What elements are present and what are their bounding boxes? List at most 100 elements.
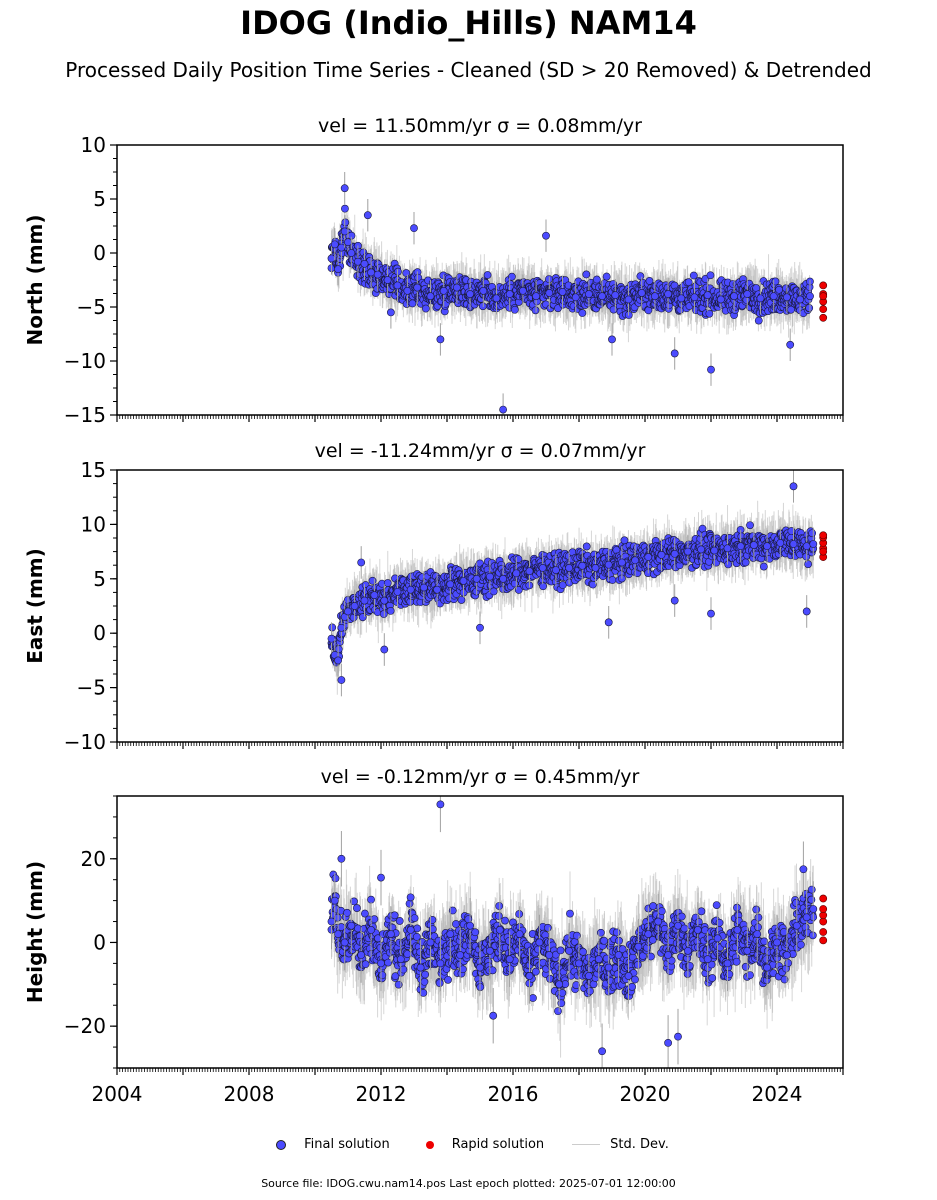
y-tick-label: −10: [64, 349, 106, 373]
final-solution-point: [340, 227, 349, 236]
chart-subtitle: Processed Daily Position Time Series - C…: [65, 58, 872, 82]
final-solution-point: [492, 294, 501, 303]
final-solution-point: [328, 623, 337, 632]
time-series-figure: vel = 11.50mm/yr σ = 0.08mm/yr North (mm)…: [23, 115, 844, 1106]
final-solution-point: [510, 305, 519, 314]
plot-area-north: [327, 172, 828, 415]
final-solution-point: [479, 286, 488, 295]
final-solution-point: [664, 290, 672, 298]
final-solution-point: [805, 304, 814, 312]
final-solution-point: [519, 286, 527, 295]
panel-east: vel = -11.24mm/yr σ = 0.07mm/yr East (mm)…: [23, 440, 844, 754]
final-solution-point: [341, 204, 349, 213]
final-solution-point: [783, 293, 791, 302]
final-solution-point: [410, 224, 418, 233]
final-solution-point: [402, 269, 411, 277]
final-solution-point: [383, 276, 392, 284]
final-solution-point: [585, 290, 593, 298]
plot-area-east: [327, 470, 828, 697]
final-solution-point: [330, 240, 339, 249]
final-solution-point: [367, 268, 375, 277]
final-solution-point: [558, 287, 567, 296]
final-solution-point: [602, 272, 611, 281]
final-solution-point: [636, 272, 645, 281]
noise-cloud-east: [327, 500, 818, 695]
final-solution-point: [483, 271, 492, 279]
final-solution-point: [358, 613, 367, 622]
y-axis-label-east: East (mm): [23, 548, 47, 664]
final-solution-point: [393, 281, 402, 290]
rapid-solution-point: [819, 292, 828, 301]
final-solution-point: [426, 292, 435, 301]
final-solution-point: [344, 238, 352, 247]
final-solution-point: [532, 292, 540, 301]
final-solution-point: [386, 308, 395, 317]
y-axis-label-north: North (mm): [23, 214, 47, 345]
y-tick-label: 0: [93, 241, 106, 265]
final-solution-point: [347, 249, 356, 257]
y-tick-label: −5: [77, 295, 106, 319]
final-solution-point: [363, 211, 372, 220]
final-solution-point: [677, 294, 686, 303]
panel-title-north: vel = 11.50mm/yr σ = 0.08mm/yr: [318, 115, 642, 137]
final-solution-point: [592, 275, 601, 284]
final-solution-point: [611, 291, 620, 300]
final-solution-point: [608, 335, 616, 344]
panel-title-east: vel = -11.24mm/yr σ = 0.07mm/yr: [315, 440, 646, 462]
final-solution-point: [341, 218, 350, 227]
panel-north: vel = 11.50mm/yr σ = 0.08mm/yr North (mm)…: [23, 115, 844, 427]
final-solution-point: [796, 295, 804, 304]
final-solution-point: [571, 293, 580, 302]
final-solution-point: [578, 309, 587, 317]
final-solution-point: [379, 610, 388, 618]
noise-cloud-north: [327, 204, 814, 343]
final-solution-point: [689, 271, 698, 280]
y-tick-label: 5: [93, 187, 106, 211]
rapid-solution-point: [819, 281, 828, 290]
final-solution-point: [754, 316, 763, 325]
final-solution-point: [771, 277, 780, 286]
final-solution-point: [327, 254, 336, 263]
final-solution-point: [598, 292, 606, 301]
final-solution-point: [436, 335, 445, 344]
final-solution-point: [670, 349, 679, 358]
final-solution-point: [705, 309, 714, 318]
final-solution-point: [706, 271, 715, 280]
final-solution-point: [360, 259, 369, 268]
final-solution-point: [703, 291, 712, 300]
final-solution-point: [466, 290, 474, 298]
final-solution-point: [373, 270, 382, 279]
y-tick-label: 10: [81, 133, 106, 157]
final-solution-point: [684, 278, 693, 287]
final-solution-point: [439, 286, 448, 295]
final-solution-point: [542, 231, 550, 240]
final-solution-point: [717, 295, 725, 304]
final-solution-point: [651, 292, 659, 301]
final-solution-point: [756, 294, 765, 303]
final-solution-point: [452, 283, 461, 292]
chart-title: IDOG (Indio_Hills) NAM14: [240, 4, 697, 42]
final-solution-point: [489, 587, 498, 596]
final-solution-point: [421, 304, 430, 313]
final-solution-point: [624, 295, 633, 304]
final-solution-point: [353, 257, 362, 266]
final-solution-point: [690, 293, 699, 302]
rapid-solution-point: [819, 305, 828, 314]
final-solution-point: [743, 290, 752, 298]
final-solution-point: [414, 273, 423, 282]
final-solution-point: [637, 289, 646, 297]
final-solution-point: [403, 286, 412, 295]
rapid-solution-point: [819, 313, 828, 322]
final-solution-point: [499, 405, 507, 414]
final-solution-point: [514, 586, 523, 594]
final-solution-point: [707, 365, 715, 374]
final-solution-point: [386, 606, 395, 615]
final-solution-point: [786, 340, 795, 349]
final-solution-point: [383, 579, 392, 587]
final-solution-point: [334, 265, 342, 274]
final-solution-point: [582, 270, 591, 279]
final-solution-point: [730, 292, 738, 301]
final-solution-point: [545, 289, 554, 297]
y-tick-label: −15: [64, 403, 106, 427]
final-solution-point: [531, 306, 540, 315]
